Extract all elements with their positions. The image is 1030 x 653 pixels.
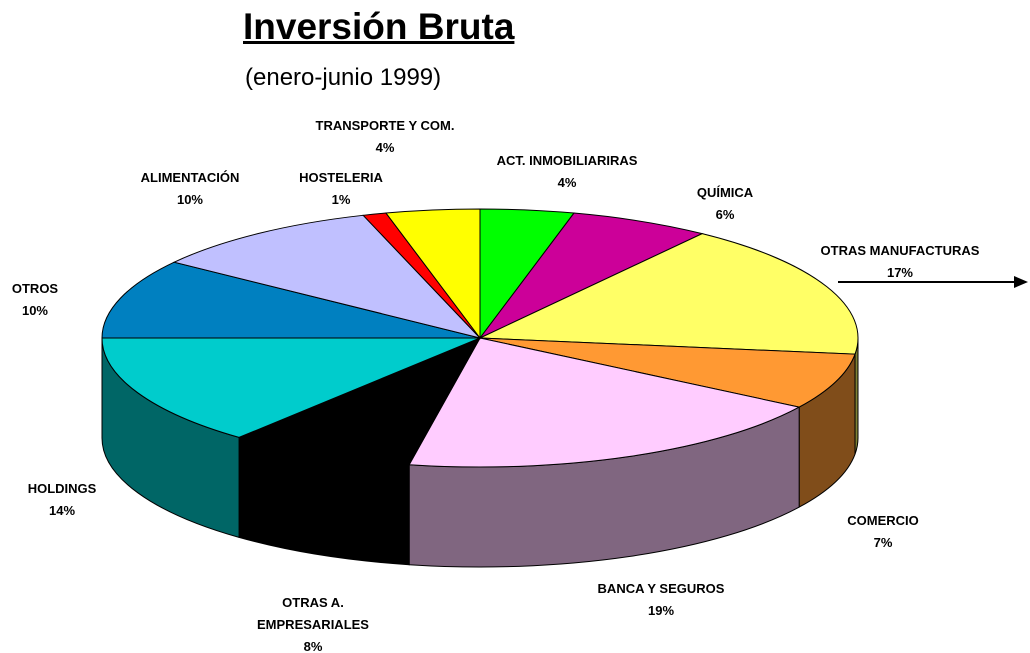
value-label: 4%: [557, 175, 577, 190]
category-label: TRANSPORTE Y COM.: [315, 118, 455, 133]
slice-label: OTRAS A. EMPRESARIALES 8%: [238, 592, 388, 653]
slice: [237, 336, 482, 466]
slice-label: HOSTELERIA 1%: [299, 167, 383, 211]
category-label: HOSTELERIA: [299, 170, 383, 185]
value-label: 6%: [715, 207, 735, 222]
slice: [479, 233, 859, 355]
category-label: BANCA Y SEGUROS: [597, 581, 725, 596]
slice: [479, 337, 856, 408]
category-label: QUÍMICA: [696, 185, 754, 200]
slice-label: HOLDINGS 14%: [28, 478, 97, 522]
chart-title: Inversión Bruta: [243, 6, 515, 47]
slice-label: TRANSPORTE Y COM. 4%: [316, 115, 455, 159]
slice-label: ALIMENTACIÓN 10%: [141, 167, 240, 211]
category-label: ALIMENTACIÓN: [140, 170, 240, 185]
value-label: 8%: [303, 639, 323, 653]
slice: [101, 261, 481, 339]
slice-label: BANCA Y SEGUROS 19%: [598, 578, 725, 622]
category-label: ACT. INMOBILIARIRAS: [496, 153, 638, 168]
category-label: HOLDINGS: [27, 481, 97, 496]
value-label: 14%: [48, 503, 76, 518]
chart-subtitle: (enero-junio 1999): [245, 64, 442, 91]
slice: [408, 337, 801, 468]
slice-label: OTRAS MANUFACTURAS 17%: [821, 240, 980, 284]
slice-label: OTROS 10%: [12, 278, 58, 322]
slice: [385, 208, 481, 340]
slice-label: COMERCIO 7%: [847, 510, 919, 554]
value-label: 7%: [873, 535, 893, 550]
arrow-head: [1014, 276, 1028, 288]
slice-label: QUÍMICA 6%: [697, 182, 753, 226]
slice: [479, 212, 704, 339]
category-label: COMERCIO: [847, 513, 919, 528]
slice: [172, 214, 482, 339]
slice: [101, 337, 481, 438]
value-label: 1%: [331, 192, 351, 207]
value-label: 10%: [176, 192, 204, 207]
value-label: 10%: [21, 303, 49, 318]
value-label: 4%: [375, 140, 395, 155]
category-label: OTRAS A. EMPRESARIALES: [257, 595, 369, 632]
slice-label: ACT. INMOBILIARIRAS 4%: [497, 150, 638, 194]
category-label: OTROS: [11, 281, 59, 296]
value-label: 17%: [886, 265, 914, 280]
category-label: OTRAS MANUFACTURAS: [820, 243, 980, 258]
value-label: 19%: [647, 603, 675, 618]
